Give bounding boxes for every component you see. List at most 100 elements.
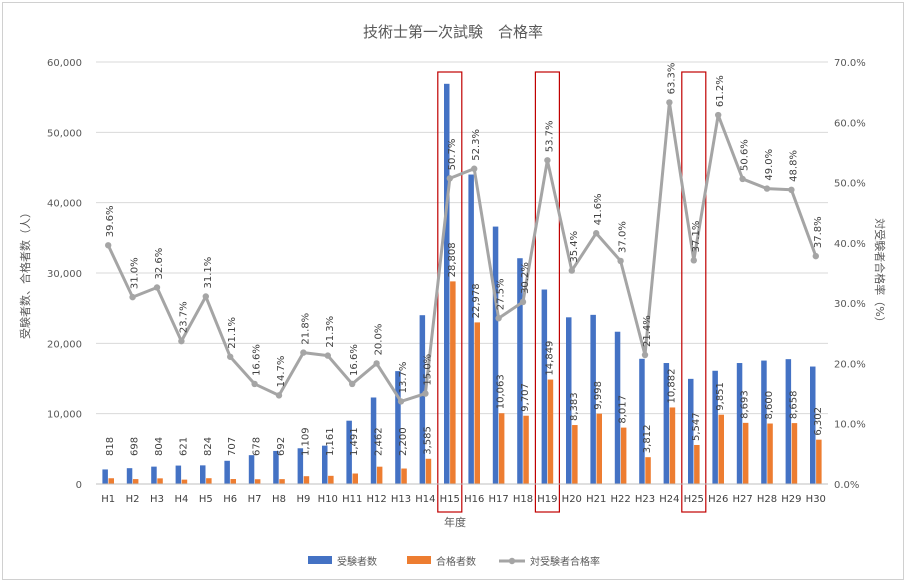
passers-data-label: 22,978: [471, 283, 482, 318]
passers-data-label: 692: [276, 437, 287, 456]
bar-examinees: [444, 83, 450, 484]
passers-data-label: 1,491: [349, 427, 360, 456]
x-tick-label: H22: [610, 494, 630, 505]
passers-data-label: 8,383: [569, 392, 580, 421]
x-tick-label: H29: [781, 494, 801, 505]
bar-passers: [791, 423, 798, 484]
bar-examinees: [663, 363, 670, 484]
bar-passers: [132, 479, 139, 484]
x-tick-label: H11: [342, 494, 362, 505]
y-tick-left: 10,000: [47, 410, 82, 421]
axes: 0 10,000 20,000 30,000 40,000 50,000 60,000 0.0…: [47, 58, 866, 505]
pass-rate-point: [544, 157, 551, 164]
pass-rate-point: [471, 165, 478, 172]
passers-data-label: 698: [130, 437, 141, 456]
highlight-box: [437, 71, 463, 513]
pass-rate-data-label: 37.1%: [691, 221, 702, 253]
bar-passers: [254, 479, 261, 484]
passers-data-label: 824: [203, 437, 214, 456]
legend-label-examinees: 受験者数: [337, 555, 377, 568]
data-labels: 818 698 804 621 824 707 678 692 1,109 1,161 1,491 2…: [105, 63, 824, 456]
bar-series: [102, 83, 822, 485]
pass-rate-data-label: 13.7%: [398, 362, 409, 394]
bar-examinees: [810, 366, 816, 484]
y-tick-left: 0: [76, 480, 82, 491]
passers-data-label: 8,693: [740, 390, 751, 419]
bar-passers: [718, 414, 724, 484]
bar-passers: [181, 479, 188, 484]
bar-passers: [230, 479, 236, 484]
bar-passers: [108, 478, 114, 484]
bar-examinees: [200, 465, 206, 484]
bar-examinees: [566, 317, 572, 484]
x-tick-label: H18: [513, 494, 533, 505]
bar-examinees: [175, 465, 182, 484]
x-tick-label: H2: [126, 494, 140, 505]
x-tick-label: H15: [440, 494, 460, 505]
x-tick-label: H27: [732, 494, 752, 505]
bar-passers: [694, 444, 700, 484]
bar-passers: [352, 473, 358, 484]
x-tick-label: H10: [318, 494, 338, 505]
pass-rate-data-label: 50.6%: [740, 139, 751, 171]
pass-rate-line: [106, 100, 818, 403]
bar-examinees: [151, 466, 157, 484]
y-tick-right: 70.0%: [834, 58, 866, 69]
pass-rate-data-label: 20.0%: [374, 324, 385, 356]
y-tick-right: 40.0%: [834, 239, 866, 250]
pass-rate-data-label: 30.2%: [520, 262, 531, 294]
bar-examinees: [517, 258, 523, 484]
passers-data-label: 621: [178, 437, 189, 456]
legend: 受験者数 合格者数 対受験者合格率: [308, 555, 600, 568]
x-tick-label: H24: [659, 494, 679, 505]
y-tick-left: 40,000: [47, 199, 82, 210]
y-tick-right: 0.0%: [834, 480, 859, 491]
pass-rate-data-label: 15.0%: [422, 354, 433, 386]
bar-examinees: [736, 363, 743, 484]
x-tick-label: H25: [684, 494, 704, 505]
bar-examinees: [346, 420, 352, 484]
bar-passers: [816, 439, 822, 484]
bar-examinees: [541, 289, 548, 484]
x-tick-label: H20: [562, 494, 582, 505]
x-tick-label: H26: [708, 494, 728, 505]
x-tick-label: H12: [366, 494, 386, 505]
pass-rate-data-label: 48.8%: [788, 150, 799, 182]
y-tick-right: 10.0%: [834, 420, 866, 431]
bar-examinees: [273, 450, 279, 484]
pass-rate-data-label: 39.6%: [105, 205, 116, 237]
pass-rate-point: [324, 352, 331, 359]
bar-examinees: [785, 359, 792, 484]
pass-rate-point: [373, 360, 380, 367]
chart-title: 技術士第一次試験 合格率: [363, 23, 543, 41]
bar-examinees: [370, 397, 377, 484]
x-tick-label: H1: [101, 494, 115, 505]
bar-passers: [596, 413, 602, 484]
bar-examinees: [492, 226, 499, 484]
y-tick-right: 60.0%: [834, 118, 866, 129]
x-axis-label: 年度: [444, 515, 466, 529]
bar-examinees: [688, 378, 694, 484]
bar-examinees: [639, 358, 645, 484]
bar-passers: [498, 413, 505, 484]
x-tick-label: H5: [199, 494, 213, 505]
legend-swatch-passers: [407, 556, 431, 564]
pass-rate-point: [739, 175, 746, 183]
bar-passers: [450, 281, 456, 484]
x-tick-label: H19: [537, 494, 557, 505]
passers-data-label: 8,658: [788, 390, 799, 419]
pass-rate-data-label: 23.7%: [178, 301, 189, 333]
bar-passers: [523, 415, 529, 484]
bar-examinees: [248, 455, 255, 484]
pass-rate-point: [227, 353, 234, 360]
y-tick-right: 30.0%: [834, 299, 866, 310]
bar-examinees: [297, 448, 304, 484]
bar-examinees: [419, 315, 426, 484]
passers-data-label: 10,063: [496, 374, 507, 409]
pass-rate-point: [641, 351, 649, 359]
bar-passers: [474, 322, 480, 484]
passers-data-label: 1,161: [325, 427, 336, 456]
bar-examinees: [395, 371, 401, 484]
pass-rate-point: [568, 267, 575, 274]
pass-rate-point: [617, 257, 624, 265]
